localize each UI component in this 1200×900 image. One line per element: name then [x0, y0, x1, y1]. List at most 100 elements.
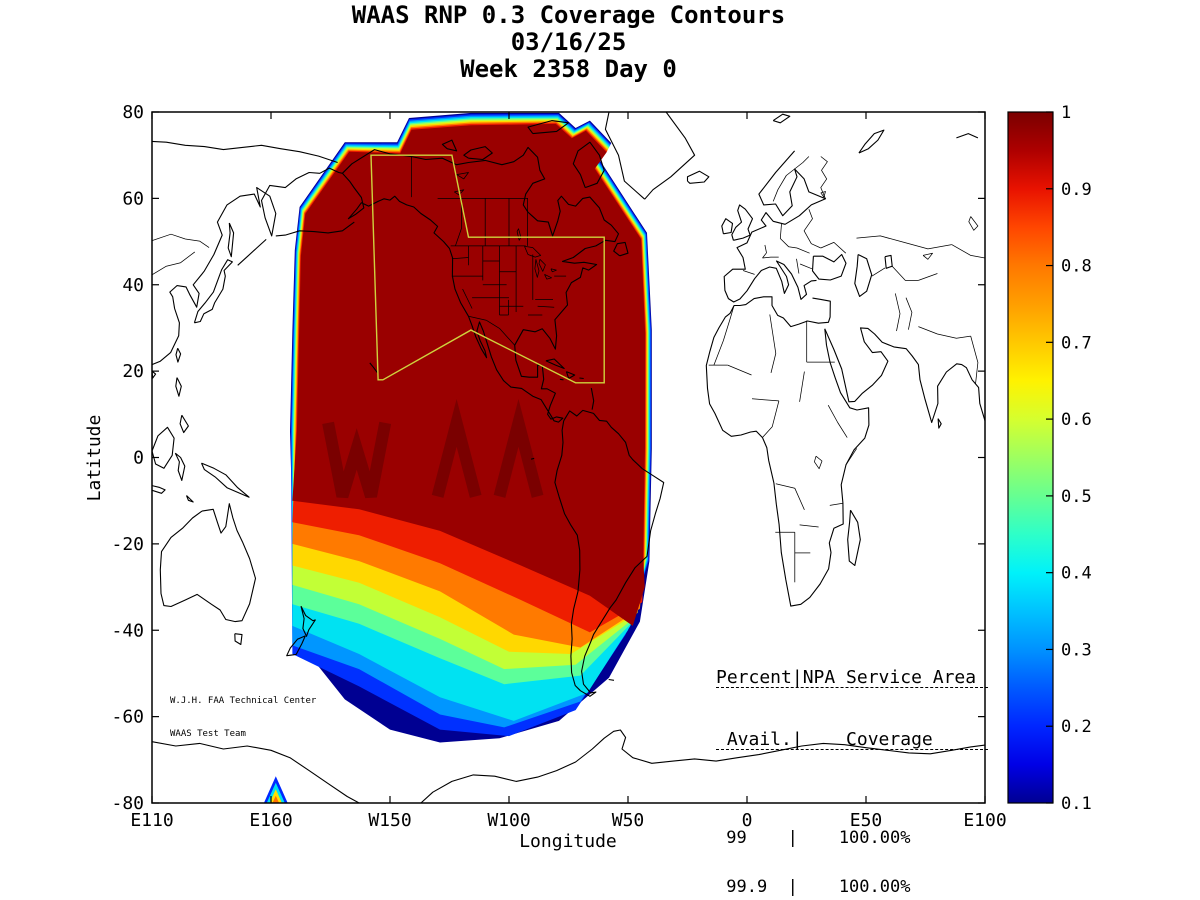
border-line	[803, 209, 821, 249]
coastline	[152, 140, 338, 164]
coastline	[286, 635, 306, 657]
coverage-table-header-1: Percent|NPA Service Area	[716, 668, 988, 688]
coastline	[604, 112, 696, 200]
border-line	[820, 242, 847, 254]
colorbar-ticks: 1 0.9 0.8 0.7 0.6 0.5 0.4 0.3 0.2 0.1	[1046, 103, 1092, 814]
coastline	[300, 605, 316, 637]
x-tick-label: W150	[368, 810, 411, 831]
contour-artifact-letters	[493, 398, 544, 498]
coastline	[811, 253, 847, 281]
coastline	[937, 418, 942, 429]
x-tick-label: E50	[850, 810, 883, 831]
coastline	[854, 254, 873, 297]
contour-artifact-triangle	[272, 795, 280, 803]
lake-outline	[922, 252, 933, 260]
border-line	[462, 288, 473, 309]
border-line	[780, 238, 798, 249]
border-line	[713, 305, 735, 366]
coastline	[545, 358, 565, 370]
border-line	[775, 483, 805, 510]
coastline	[721, 218, 734, 235]
coastline	[175, 347, 182, 363]
colorbar-tick-label: 0.2	[1061, 717, 1092, 737]
border-line	[486, 319, 515, 346]
coastline	[463, 146, 493, 161]
border-line	[905, 297, 913, 330]
x-axis-title: Longitude	[519, 831, 617, 852]
border-line	[891, 265, 919, 281]
x-tick-label: E160	[249, 810, 292, 831]
lake-outline	[820, 191, 826, 198]
border-line	[762, 256, 779, 259]
colorbar-tick-label: 0.4	[1061, 564, 1092, 584]
y-tick-label: -60	[111, 707, 144, 728]
border-line	[742, 270, 755, 275]
lake-outline	[550, 268, 557, 273]
coastline	[884, 254, 893, 269]
axes-layer: E110 E160 W150 W100 W50 0 E50 E100 80 60 40 20 0 -20 -…	[111, 102, 1006, 831]
colorbar-tick-label: 0.8	[1061, 257, 1092, 277]
y-tick-label: -20	[111, 534, 144, 555]
border-line	[727, 364, 752, 376]
y-tick-label: 40	[122, 275, 144, 296]
colorbar-tick-label: 1	[1061, 103, 1071, 123]
coastline	[275, 221, 355, 237]
coastline	[705, 296, 870, 607]
coverage-table-row: 99 | 100.00%	[716, 828, 911, 848]
lake-outline	[534, 259, 540, 278]
border-line	[796, 247, 810, 254]
lake-outline	[538, 259, 546, 272]
border-line	[769, 314, 777, 373]
border-line	[918, 326, 971, 339]
border-line	[762, 400, 780, 438]
coastline	[237, 238, 267, 266]
border-line	[468, 315, 487, 321]
border-line	[799, 371, 805, 402]
coastline	[227, 222, 235, 258]
x-tick-label: E100	[963, 810, 1006, 831]
border-line	[799, 263, 813, 270]
title-block: WAAS RNP 0.3 Coverage Contours 03/16/25 …	[152, 2, 985, 83]
coverage-table: Percent|NPA Service Area Avail.| Coverag…	[716, 626, 988, 900]
x-tick-label: 0	[742, 810, 753, 831]
colorbar-tick-label: 0.6	[1061, 410, 1092, 430]
coastline	[152, 741, 360, 803]
chart-subtitle-week: Week 2358 Day 0	[460, 55, 677, 83]
coastline	[579, 377, 584, 380]
contour-artifact-letters	[322, 421, 392, 499]
border-line	[796, 258, 800, 274]
border-line	[537, 305, 555, 308]
lake-outline	[544, 274, 552, 280]
coastline	[152, 485, 166, 494]
lake-outline	[516, 228, 522, 241]
contour-artifact-letters	[431, 398, 482, 498]
border-line	[970, 336, 979, 385]
lake-outline	[524, 245, 542, 258]
coastline	[858, 129, 885, 154]
coastline	[554, 409, 665, 697]
coastline	[234, 633, 243, 646]
border-line	[794, 156, 810, 170]
colorbar-tick-label: 0.7	[1061, 333, 1092, 353]
credit-annotation: W.J.H. FAA Technical Center WAAS Test Te…	[170, 674, 316, 762]
border-line	[751, 398, 779, 402]
coastline	[559, 378, 564, 381]
coastline	[572, 141, 605, 189]
x-tick-label: E110	[130, 810, 173, 831]
map-layer	[152, 112, 985, 803]
coastline	[441, 139, 458, 152]
coastline	[530, 457, 535, 460]
colorbar: 1 0.9 0.8 0.7 0.6 0.5 0.4 0.3 0.2 0.1	[1007, 103, 1092, 814]
coastline	[193, 259, 233, 324]
chart-subtitle-date: 03/16/25	[510, 28, 627, 56]
lake-outline	[456, 172, 469, 180]
border-line	[856, 235, 952, 250]
coastline	[565, 371, 576, 380]
border-line	[152, 251, 196, 276]
border-line	[829, 502, 843, 506]
border-line	[779, 223, 782, 239]
y-tick-label: 60	[122, 188, 144, 209]
coastline	[200, 462, 250, 498]
colorbar-tick-label: 0.1	[1061, 794, 1092, 814]
coastline	[772, 113, 791, 124]
